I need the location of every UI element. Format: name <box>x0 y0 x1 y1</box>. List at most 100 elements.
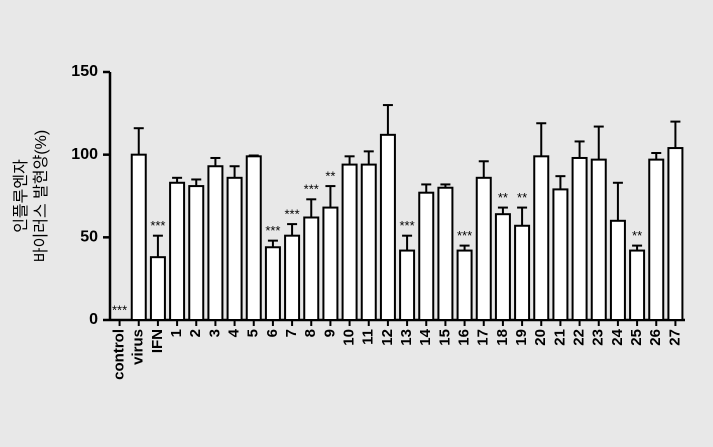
error-bar <box>248 154 259 157</box>
error-bar <box>306 198 317 218</box>
bar <box>379 133 396 321</box>
x-tick-label: 6 <box>264 329 281 337</box>
error-bar <box>210 156 221 167</box>
significance-label: ** <box>632 228 642 243</box>
bar <box>418 191 435 321</box>
significance-label: *** <box>112 302 127 317</box>
x-tick-label: 11 <box>360 329 377 345</box>
error-bar <box>191 178 202 187</box>
significance-label: ** <box>325 169 335 184</box>
significance-label: *** <box>150 218 165 233</box>
bar <box>552 188 569 321</box>
bar <box>245 155 262 321</box>
significance-label: *** <box>304 182 319 197</box>
bar <box>207 165 224 321</box>
y-label-line: 바이러스 발현양(%) <box>32 130 50 262</box>
y-tick-label: 50 <box>80 229 98 246</box>
x-tick-label: 14 <box>417 328 434 345</box>
error-bar <box>612 181 623 221</box>
bar <box>322 206 339 321</box>
x-tick-label: 25 <box>628 329 645 346</box>
significance-label: *** <box>284 207 299 222</box>
x-tick-label: 19 <box>513 329 530 346</box>
bar <box>188 185 205 321</box>
significance-label: ** <box>517 190 527 205</box>
bar <box>303 216 320 321</box>
error-bar <box>555 175 566 190</box>
error-bar <box>344 155 355 165</box>
y-tick-label: 0 <box>89 311 98 328</box>
error-bar <box>670 120 681 149</box>
x-tick-label: 24 <box>609 328 626 345</box>
bar <box>149 256 166 322</box>
error-bar <box>133 127 144 155</box>
bar <box>264 246 281 321</box>
bar <box>514 224 531 321</box>
error-bar <box>363 150 374 165</box>
x-tick-label: 15 <box>436 329 453 346</box>
error-bar <box>267 239 278 248</box>
x-tick-label: 27 <box>666 329 683 346</box>
y-axis-title: 인플루엔자 바이러스 발현양(%) <box>12 130 50 262</box>
x-tick-label: 1 <box>168 329 185 337</box>
error-bar <box>152 234 163 258</box>
error-bar <box>632 244 643 251</box>
bar <box>360 163 377 321</box>
x-tick-label: IFN <box>149 329 166 353</box>
bar <box>284 234 301 321</box>
error-bar <box>382 104 393 135</box>
bar <box>226 176 243 321</box>
x-tick-label: 17 <box>475 329 492 346</box>
bar <box>590 158 607 321</box>
x-tick-label: 8 <box>302 329 319 337</box>
x-tick-label: 3 <box>206 329 223 337</box>
x-tick-label: 10 <box>341 329 358 346</box>
x-tick-label: 22 <box>571 329 588 346</box>
error-bar <box>229 165 240 178</box>
bar <box>130 153 147 321</box>
error-bar <box>172 176 183 183</box>
x-tick-label: 20 <box>532 329 549 346</box>
bar <box>494 213 511 321</box>
bar <box>456 249 473 321</box>
significance-label: *** <box>265 223 280 238</box>
error-bar <box>497 206 508 215</box>
error-bar <box>517 206 528 226</box>
x-tick-label: 9 <box>321 329 338 337</box>
error-bar <box>325 185 336 208</box>
bar <box>609 219 626 321</box>
error-bar <box>478 160 489 178</box>
x-tick-label: 5 <box>245 329 262 337</box>
x-tick-label: virus <box>130 329 147 365</box>
x-tick-label: 7 <box>283 329 300 337</box>
x-tick-label: 2 <box>187 329 204 337</box>
bar <box>629 249 646 321</box>
bar <box>648 158 665 321</box>
x-tick-label: control <box>111 329 128 380</box>
error-bar <box>593 125 604 160</box>
bar <box>475 176 492 321</box>
error-bar <box>536 122 547 157</box>
x-tick-label: 16 <box>456 329 473 346</box>
bar <box>667 147 684 321</box>
y-tick-label: 100 <box>71 146 98 163</box>
bar <box>169 181 186 321</box>
x-tick-label: 4 <box>226 328 243 337</box>
x-tick-label: 12 <box>379 329 396 346</box>
x-tick-label: 26 <box>647 329 664 346</box>
bar <box>437 186 454 321</box>
error-bar <box>402 234 413 251</box>
error-bar <box>574 140 585 158</box>
x-tick-label: 18 <box>494 329 511 346</box>
error-bar <box>421 183 432 193</box>
y-label-line: 인플루엔자 <box>12 159 30 233</box>
error-bar <box>440 183 451 188</box>
bar <box>399 249 416 321</box>
error-bar <box>651 152 662 160</box>
x-tick-label: 23 <box>590 329 607 346</box>
x-tick-label: 13 <box>398 329 415 346</box>
bar <box>341 163 358 321</box>
bar <box>533 155 550 321</box>
x-tick-label: 21 <box>551 329 568 346</box>
